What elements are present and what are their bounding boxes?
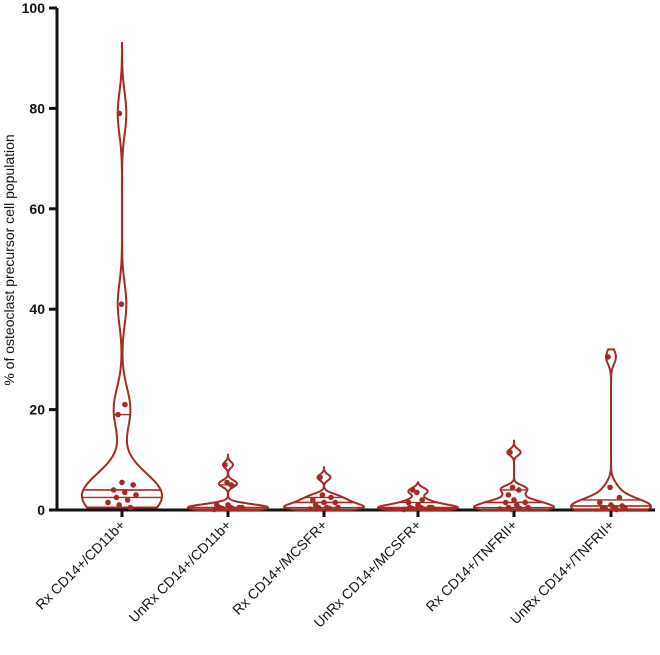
data-point [409, 487, 416, 493]
data-point [505, 492, 512, 498]
x-category-label: UnRx CD14+/MCSFR+ [310, 517, 424, 631]
data-point [602, 506, 609, 512]
data-point [310, 497, 316, 503]
data-point [502, 499, 509, 506]
x-category-label: UnRx CD14+/TNFRII+ [507, 517, 617, 627]
data-point [613, 506, 620, 513]
y-tick-label: 100 [22, 0, 46, 16]
data-point [335, 504, 341, 511]
data-point [622, 505, 628, 512]
data-point [414, 489, 420, 496]
data-point [239, 504, 245, 511]
data-point [522, 499, 528, 506]
data-point [607, 484, 613, 491]
data-point [110, 487, 117, 493]
violins [80, 42, 653, 513]
data-point [497, 506, 503, 512]
data-point [511, 497, 517, 503]
data-point [113, 494, 120, 501]
violin-outline [569, 348, 653, 511]
data-point [130, 482, 136, 488]
data-point [509, 484, 516, 491]
violin-outline [472, 439, 556, 511]
data-point [115, 411, 121, 418]
x-category-label: UnRx CD14+/CD11b+ [126, 517, 235, 626]
violin-group [282, 466, 366, 512]
data-point [116, 502, 122, 508]
data-point [307, 506, 313, 512]
violin-outline [80, 42, 164, 509]
data-point [328, 494, 334, 501]
violin-outline [186, 453, 270, 511]
y-tick-label: 0 [37, 502, 45, 518]
y-tick-label: 20 [29, 402, 45, 418]
data-point [321, 499, 327, 506]
data-point [605, 354, 611, 360]
data-point [230, 506, 237, 512]
data-point [332, 499, 339, 506]
data-point [405, 499, 412, 506]
violin-group [80, 42, 164, 511]
violin-group [186, 453, 270, 513]
data-point [122, 489, 128, 496]
data-point [507, 449, 513, 456]
violin-group [472, 439, 556, 513]
data-point [326, 505, 333, 512]
data-point [516, 505, 523, 512]
y-tick-label: 80 [29, 100, 45, 116]
y-axis-title: % of osteoclast precursor cell populatio… [1, 134, 17, 385]
data-point [228, 482, 234, 488]
violin-group [376, 481, 460, 513]
data-point [508, 506, 514, 513]
x-category-label: Rx CD14+/TNFRII+ [422, 517, 520, 615]
data-point [516, 487, 522, 493]
x-axis: Rx CD14+/CD11b+UnRx CD14+/CD11b+Rx CD14+… [32, 508, 655, 631]
data-point [122, 401, 128, 408]
data-point [118, 301, 125, 307]
data-point [525, 504, 531, 511]
data-point [409, 505, 416, 512]
data-point [420, 506, 427, 512]
data-point [319, 492, 326, 498]
data-point [211, 506, 217, 513]
x-category-label: Rx CD14+/MCSFR+ [229, 517, 330, 618]
data-point [124, 497, 131, 503]
data-point [315, 504, 322, 511]
data-point [317, 474, 323, 481]
data-point [616, 494, 623, 501]
data-point [419, 497, 425, 503]
data-point [401, 506, 407, 513]
data-point [105, 499, 111, 506]
data-point [133, 492, 139, 498]
data-point [429, 504, 435, 511]
violin-outline [376, 481, 460, 511]
data-point [119, 479, 125, 486]
y-axis: 0 20 40 60 80 100 [22, 0, 59, 518]
data-point [219, 505, 226, 512]
y-tick-label: 60 [29, 201, 45, 217]
data-point [224, 479, 230, 486]
data-point [597, 499, 603, 506]
violin-outline [282, 466, 366, 511]
data-point [127, 504, 134, 511]
data-point [222, 462, 228, 468]
data-point [116, 110, 123, 117]
violin-group [569, 348, 653, 513]
y-tick-label: 40 [29, 301, 45, 317]
x-category-label: Rx CD14+/CD11b+ [32, 517, 128, 613]
